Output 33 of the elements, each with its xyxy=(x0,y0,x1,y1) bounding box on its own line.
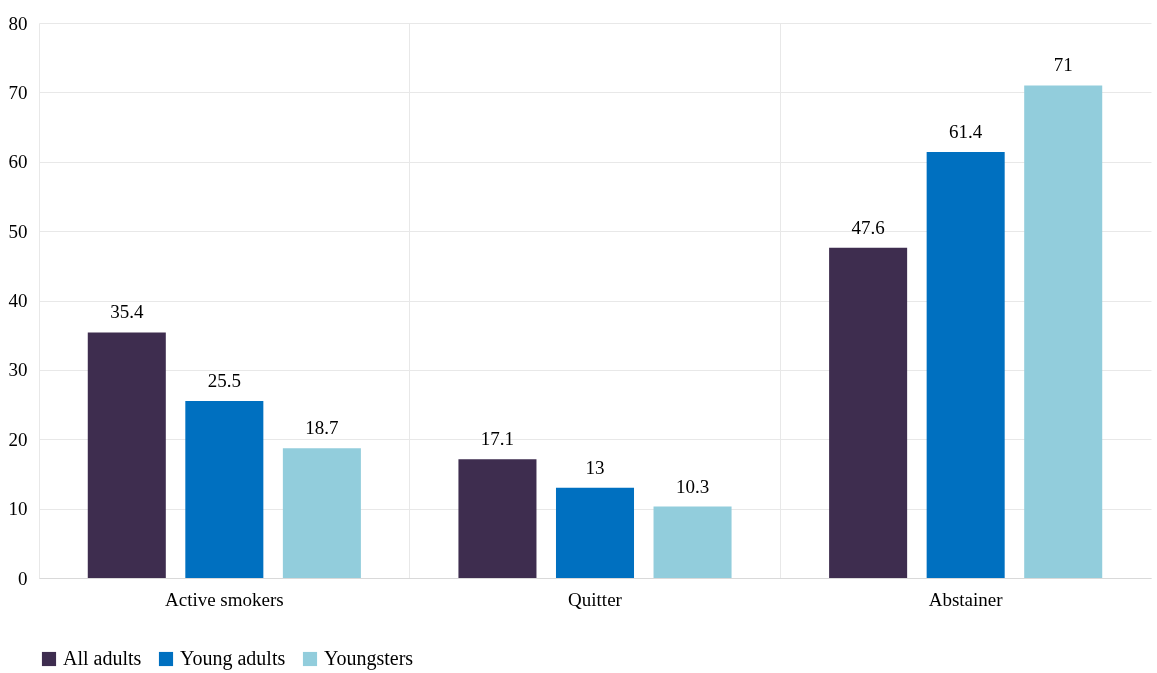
bar xyxy=(555,487,635,578)
bar xyxy=(282,448,361,578)
bar xyxy=(1024,85,1103,578)
x-tick-label: Abstainer xyxy=(928,588,1004,610)
y-tick-label: 10 xyxy=(8,498,28,520)
legend-label: Youngsters xyxy=(324,647,414,670)
y-tick-label: 20 xyxy=(8,428,28,450)
bar xyxy=(653,506,732,578)
data-label: 18.7 xyxy=(305,417,339,439)
bar xyxy=(829,247,908,578)
data-label: 10.3 xyxy=(675,475,710,497)
data-label: 35.4 xyxy=(110,301,144,323)
y-tick-label: 30 xyxy=(8,359,28,381)
bar xyxy=(87,332,166,578)
legend-label: All adults xyxy=(63,647,142,669)
y-tick-label: 0 xyxy=(18,567,28,589)
y-tick-label: 40 xyxy=(8,290,28,311)
y-tick-label: 50 xyxy=(8,220,28,242)
legend-label: Young adults xyxy=(180,647,286,670)
data-label: 71 xyxy=(1053,54,1073,76)
data-label: 47.6 xyxy=(851,216,885,238)
y-tick-label: 70 xyxy=(8,81,28,103)
data-label: 61.4 xyxy=(949,121,983,143)
data-label: 25.5 xyxy=(207,370,241,392)
bar xyxy=(185,401,264,578)
x-tick-label: Quitter xyxy=(568,588,623,610)
y-tick-label: 60 xyxy=(8,151,28,173)
y-tick-label: 80 xyxy=(8,12,28,34)
bar xyxy=(458,459,537,578)
data-label: 17.1 xyxy=(480,428,515,450)
x-tick-label: Active smokers xyxy=(164,588,284,610)
bar xyxy=(926,152,1005,578)
data-label: 13 xyxy=(585,456,605,478)
